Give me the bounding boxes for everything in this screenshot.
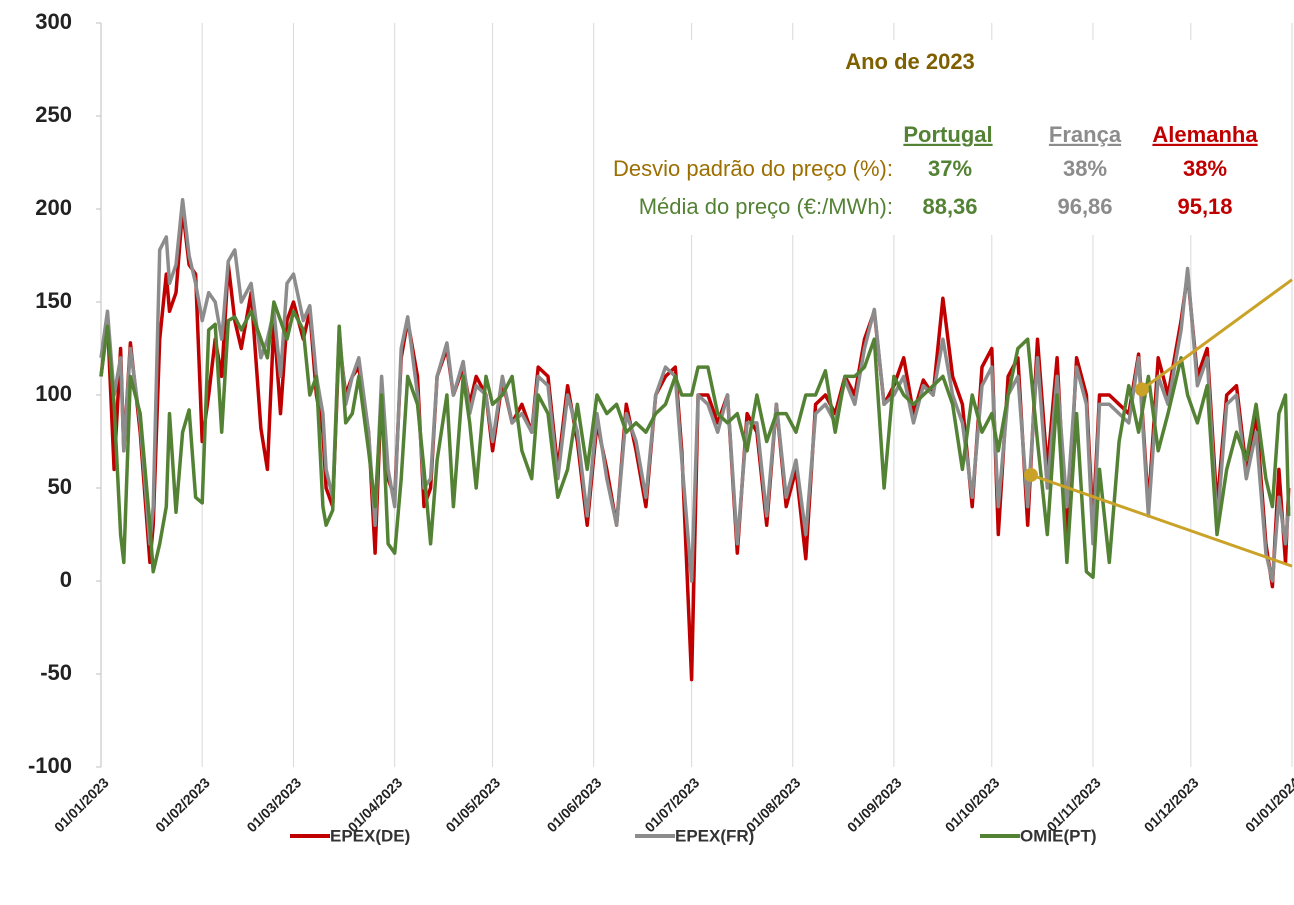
series-line xyxy=(99,300,1291,580)
row-value: 88,36 xyxy=(922,194,977,219)
x-tick-label: 01/10/2023 xyxy=(942,774,1003,835)
row-value: 96,86 xyxy=(1057,194,1112,219)
x-tick-label: 01/03/2023 xyxy=(243,774,304,835)
legend-label: EPEX(DE) xyxy=(330,826,410,845)
x-tick-label: 01/05/2023 xyxy=(442,774,503,835)
annotation-title: Ano de 2023 xyxy=(845,49,975,74)
y-tick-label: 300 xyxy=(35,9,72,34)
y-tick-label: 150 xyxy=(35,288,72,313)
row-value: 37% xyxy=(928,156,972,181)
row-value: 38% xyxy=(1063,156,1107,181)
trend-line xyxy=(1141,278,1293,391)
row-value: 95,18 xyxy=(1177,194,1232,219)
x-tick-label: 01/02/2023 xyxy=(152,774,213,835)
y-tick-label: -100 xyxy=(28,753,72,778)
row-value: 38% xyxy=(1183,156,1227,181)
y-tick-label: 50 xyxy=(48,474,72,499)
series-line xyxy=(99,207,1291,682)
y-tick-label: -50 xyxy=(40,660,72,685)
x-tick-label: 01/01/2024 xyxy=(1242,774,1294,835)
x-tick-label: 01/01/2023 xyxy=(51,774,112,835)
row-label: Média do preço (€:/MWh): xyxy=(639,194,893,219)
y-tick-label: 200 xyxy=(35,195,72,220)
column-header: Portugal xyxy=(903,122,992,147)
x-tick-label: 01/06/2023 xyxy=(544,774,605,835)
y-tick-label: 100 xyxy=(35,381,72,406)
legend-label: OMIE(PT) xyxy=(1020,826,1097,845)
y-tick-label: 250 xyxy=(35,102,72,127)
y-tick-label: 0 xyxy=(60,567,72,592)
annotation-box xyxy=(600,40,1290,235)
column-header: França xyxy=(1049,122,1122,147)
row-label: Desvio padrão do preço (%): xyxy=(613,156,893,181)
column-header: Alemanha xyxy=(1152,122,1258,147)
x-tick-label: 01/12/2023 xyxy=(1141,774,1202,835)
x-tick-label: 01/09/2023 xyxy=(844,774,905,835)
trend-point xyxy=(1023,467,1038,482)
trend-point xyxy=(1134,382,1149,397)
trend-line xyxy=(1030,473,1293,568)
legend-label: EPEX(FR) xyxy=(675,826,754,845)
